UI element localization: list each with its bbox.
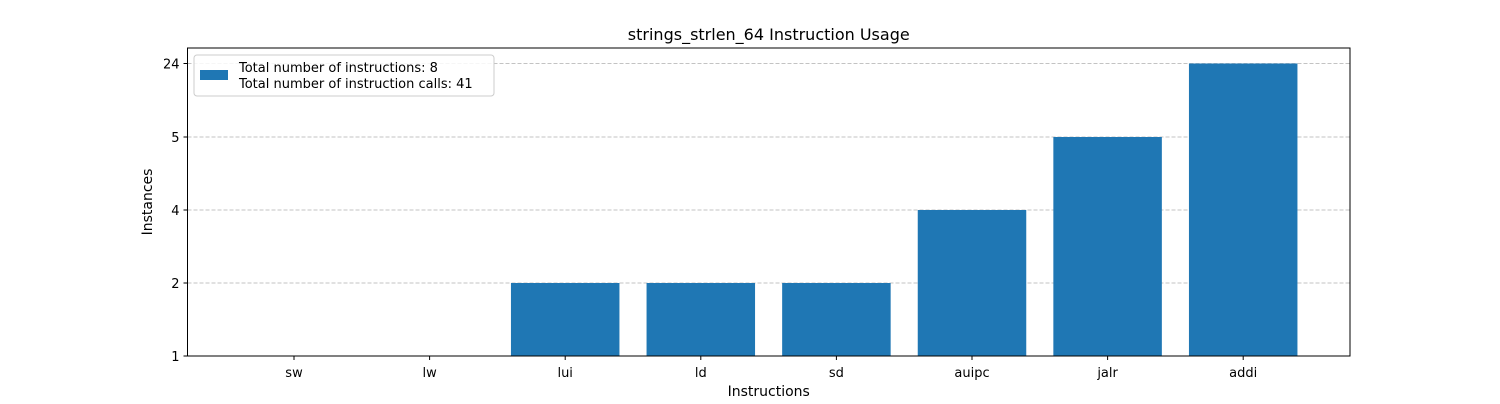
x-tick-label-sw: sw	[285, 366, 303, 381]
y-tick-label: 1	[171, 350, 179, 365]
legend-swatch	[200, 70, 228, 80]
y-tick-label: 4	[171, 204, 179, 219]
x-axis-label: Instructions	[728, 384, 810, 400]
x-tick-label-addi: addi	[1229, 366, 1257, 381]
y-tick-label: 2	[171, 277, 179, 292]
x-tick-label-auipc: auipc	[954, 366, 989, 381]
bar-jalr	[1053, 137, 1162, 356]
y-tick-label: 24	[163, 58, 180, 73]
x-tick-label-jalr: jalr	[1096, 366, 1118, 381]
bar-sd	[782, 283, 891, 356]
chart-title: strings_strlen_64 Instruction Usage	[628, 25, 910, 45]
legend-line-instructions: Total number of instructions: 8	[238, 61, 438, 76]
bar-auipc	[917, 210, 1027, 356]
legend-frame	[193, 54, 495, 97]
y-tick-label: 5	[171, 131, 179, 146]
y-axis-label: Instances	[140, 169, 156, 236]
plot-frame	[187, 47, 1351, 357]
x-tick-label-lui: lui	[557, 366, 572, 381]
bar-ld	[646, 283, 756, 356]
x-tick-label-sd: sd	[829, 366, 844, 381]
legend-line-calls: Total number of instruction calls: 41	[238, 77, 473, 92]
chart-legend: Total number of instructions: 8 Total nu…	[193, 54, 495, 97]
bar-lui	[510, 283, 620, 356]
x-tick-label-ld: ld	[695, 366, 707, 381]
bar-addi	[1188, 63, 1298, 356]
x-tick-label-lw: lw	[422, 366, 437, 381]
